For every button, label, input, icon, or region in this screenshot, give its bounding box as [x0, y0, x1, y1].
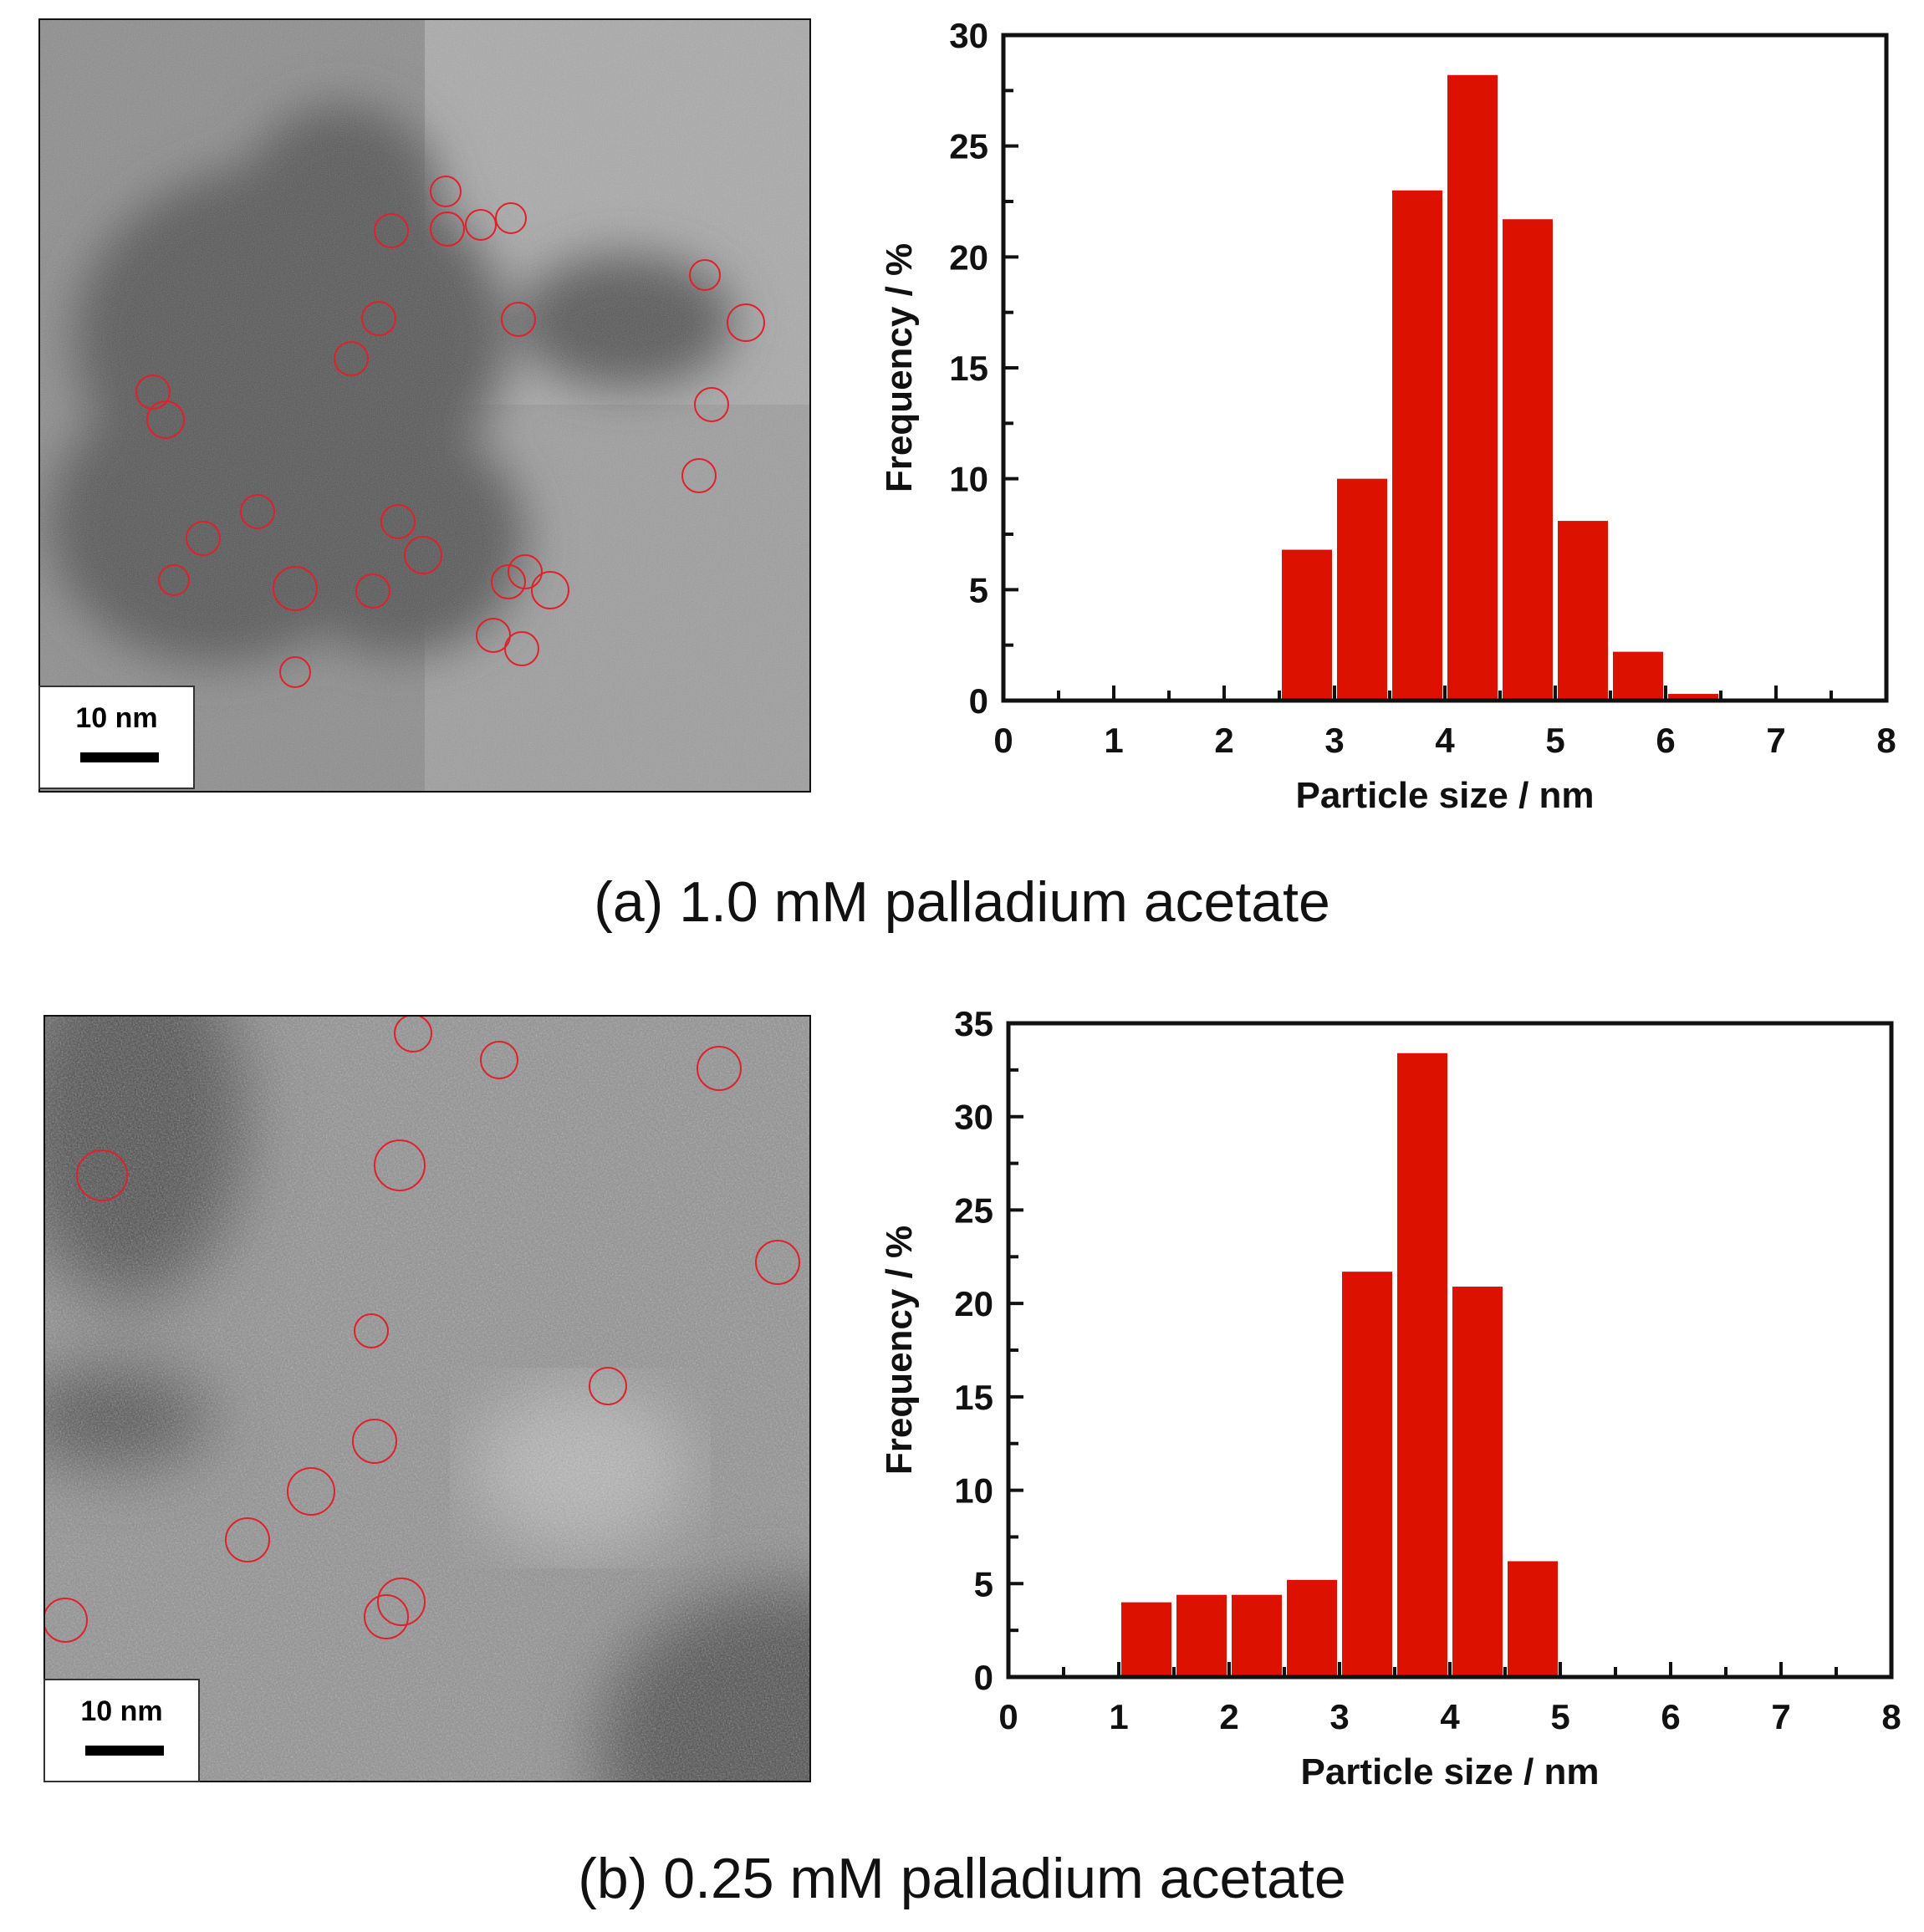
histogram-bar: [1121, 1602, 1171, 1677]
y-tick-label: 15: [954, 1378, 993, 1417]
y-tick-label: 0: [969, 681, 988, 721]
y-tick-label: 30: [949, 16, 988, 55]
x-tick-label: 7: [1766, 721, 1785, 760]
y-tick-label: 10: [949, 460, 988, 499]
x-tick-label: 0: [993, 721, 1013, 760]
tem-micrograph-a: [38, 18, 811, 793]
x-tick-label: 2: [1214, 721, 1233, 760]
x-tick-label: 1: [1104, 721, 1123, 760]
scalebar-a: 10 nm: [38, 686, 195, 789]
x-tick-label: 7: [1771, 1697, 1790, 1736]
x-tick-label: 3: [1324, 721, 1344, 760]
tem-micrograph-b: [43, 1015, 811, 1782]
histogram-b: 0 1 2 3 4 5 6 7 8 0 5 10 15 20 25 30 35 Particle size / n…: [870, 1003, 1906, 1806]
y-tick-label: 25: [949, 127, 988, 166]
histogram-bar: [1452, 1287, 1503, 1677]
x-tick-label: 6: [1656, 721, 1675, 760]
y-tick-label: 30: [954, 1098, 993, 1137]
histogram-bar: [1342, 1272, 1392, 1677]
plot-frame: [1006, 1021, 1894, 1680]
x-tick-label: 5: [1545, 721, 1564, 760]
y-tick-label: 20: [949, 237, 988, 277]
x-tick-label: 2: [1219, 1697, 1238, 1736]
tem-micrograph-icon: [40, 20, 809, 791]
histogram-bar: [1447, 74, 1498, 701]
scalebar-label: 10 nm: [75, 702, 158, 734]
x-axis-label: Particle size / nm: [1300, 1751, 1599, 1792]
histogram-bar: [1282, 549, 1332, 701]
y-axis-label: Frequency / %: [879, 1226, 920, 1475]
histogram-b-svg: 0 1 2 3 4 5 6 7 8 0 5 10 15 20 25 30 35 Particle size / n…: [879, 1004, 1901, 1792]
x-tick-label: 3: [1329, 1697, 1349, 1736]
x-axis-label: Particle size / nm: [1295, 775, 1594, 816]
histogram-bar: [1503, 219, 1553, 701]
y-tick-label: 35: [954, 1004, 993, 1043]
histogram-bar: [1392, 190, 1442, 701]
plot-frame: [1001, 33, 1889, 703]
x-tick-label: 8: [1881, 1697, 1901, 1736]
x-tick-label: 0: [998, 1697, 1018, 1736]
histogram-bar: [1508, 1561, 1558, 1677]
x-tick-label: 6: [1661, 1697, 1680, 1736]
panel-a-caption: (a) 1.0 mM palladium acetate: [594, 870, 1330, 934]
histogram-bar: [1558, 521, 1608, 701]
scalebar-line: [80, 752, 159, 762]
histogram-bar: [1287, 1579, 1337, 1677]
histogram-bar: [1668, 694, 1718, 701]
x-tick-label: 4: [1435, 721, 1455, 760]
x-tick-label: 1: [1109, 1697, 1128, 1736]
panel-b-caption: (b) 0.25 mM palladium acetate: [578, 1847, 1346, 1910]
histogram-bar: [1337, 478, 1387, 701]
x-tick-label: 8: [1876, 721, 1896, 760]
scalebar-label: 10 nm: [80, 1695, 163, 1727]
y-tick-label: 15: [949, 349, 988, 388]
tem-micrograph-icon: [45, 1017, 809, 1781]
x-tick-label: 4: [1440, 1697, 1460, 1736]
scalebar-b: 10 nm: [43, 1679, 200, 1782]
histogram-a-svg: 0 1 2 3 4 5 6 7 8 0 5 10 15 20 25 30 Particle size / nm F…: [879, 16, 1896, 816]
x-tick-label: 5: [1550, 1697, 1569, 1736]
histogram-bar: [1613, 651, 1663, 701]
y-tick-label: 20: [954, 1284, 993, 1323]
histogram-bar: [1176, 1594, 1227, 1677]
y-tick-label: 25: [954, 1190, 993, 1230]
y-tick-label: 5: [974, 1564, 993, 1603]
histogram-bar: [1232, 1594, 1282, 1677]
y-axis-label: Frequency / %: [879, 243, 920, 492]
y-tick-label: 10: [954, 1471, 993, 1511]
scalebar-line: [85, 1746, 164, 1756]
y-tick-label: 0: [974, 1658, 993, 1697]
y-tick-label: 5: [969, 570, 988, 609]
histogram-bar: [1397, 1053, 1447, 1677]
histogram-a: 0 1 2 3 4 5 6 7 8 0 5 10 15 20 25 30 Particle size / nm F…: [870, 16, 1906, 819]
